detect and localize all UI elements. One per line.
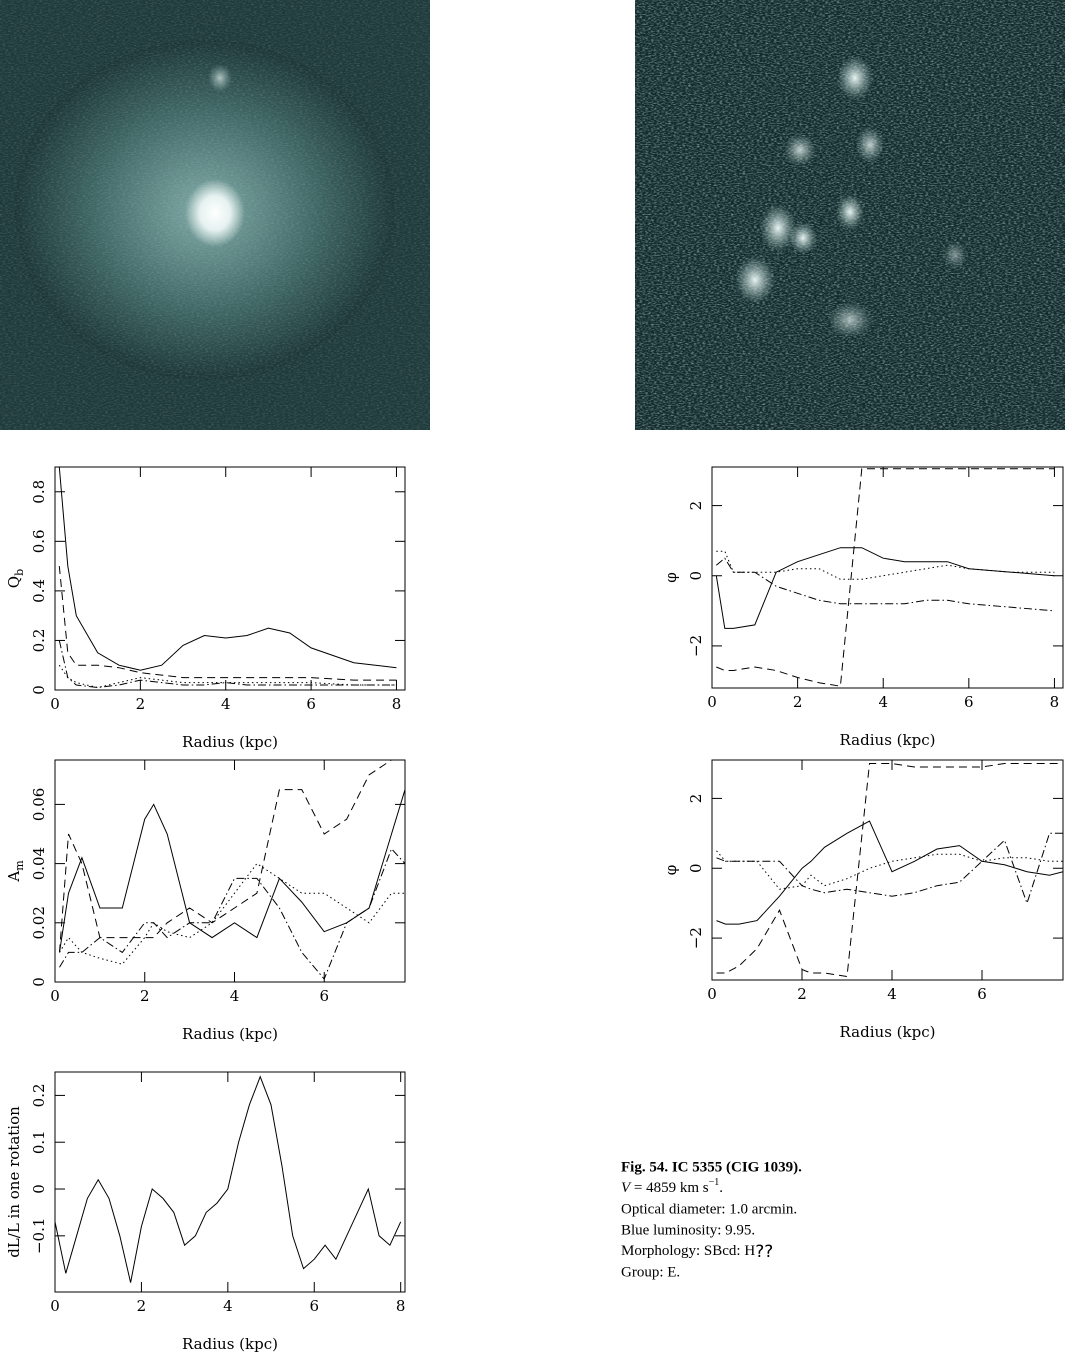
x-tick-label: 4 bbox=[878, 693, 888, 711]
data-line bbox=[58, 640, 397, 689]
y-axis-label: dL/L in one rotation bbox=[5, 1106, 23, 1258]
y-tick-label: 0 bbox=[687, 863, 705, 873]
data-line bbox=[59, 847, 405, 980]
x-tick-label: 6 bbox=[964, 693, 974, 711]
y-tick-label: 0.06 bbox=[30, 788, 48, 821]
x-tick-label: 0 bbox=[707, 693, 717, 711]
caption-line: Blue luminosity: 9.95. bbox=[621, 1222, 755, 1238]
y-tick-label: 0.4 bbox=[30, 579, 48, 603]
y-tick-label: 0.8 bbox=[30, 480, 48, 504]
y-tick-label: 0 bbox=[30, 1184, 48, 1194]
data-line bbox=[716, 820, 1063, 925]
data-line bbox=[55, 1075, 402, 1283]
y-tick-label: 0 bbox=[30, 685, 48, 695]
y-tick-label: 0.02 bbox=[30, 906, 48, 939]
y-tick-label: −0.1 bbox=[30, 1218, 48, 1254]
x-tick-label: 2 bbox=[140, 987, 150, 1005]
data-line bbox=[716, 850, 1063, 890]
axes-frame bbox=[711, 466, 1064, 689]
y-tick-label: 0 bbox=[687, 571, 705, 581]
x-axis-label: Radius (kpc) bbox=[182, 1335, 278, 1353]
axes-frame bbox=[54, 759, 406, 983]
y-tick-label: 0.1 bbox=[30, 1130, 48, 1154]
x-tick-label: 6 bbox=[309, 1297, 319, 1315]
plot: 0 2 4 6 8 0 0.2 0.4 0.6 0.8 Radius (kpc) Qb bbox=[5, 466, 406, 751]
x-tick-label: 4 bbox=[221, 695, 231, 713]
axes-frame bbox=[54, 1071, 406, 1293]
y-axis-label: φ bbox=[662, 572, 680, 583]
plot: 0 2 4 6 8 −0.1 0 0.1 0.2 Radius (kpc) dL/L in one … bbox=[5, 1071, 406, 1353]
x-tick-label: 0 bbox=[50, 695, 60, 713]
residual-image bbox=[635, 0, 1065, 430]
galaxy-image bbox=[0, 0, 430, 430]
plot: 0 2 4 6 8 −2 0 2 Radius (kpc) φ bbox=[662, 466, 1064, 749]
y-tick-label: −2 bbox=[687, 635, 705, 657]
axes-frame bbox=[54, 466, 406, 691]
x-tick-label: 6 bbox=[319, 987, 329, 1005]
data-line bbox=[715, 547, 1055, 629]
y-tick-label: 0.04 bbox=[30, 847, 48, 880]
data-line bbox=[716, 832, 1063, 905]
data-line bbox=[716, 550, 1055, 580]
plot: 0 2 4 6 −2 0 2 Radius (kpc) φ bbox=[662, 759, 1064, 1041]
y-axis-label: Am bbox=[5, 860, 26, 883]
y-tick-label: 0 bbox=[30, 977, 48, 987]
data-line bbox=[59, 862, 405, 965]
x-axis-label: Radius (kpc) bbox=[840, 731, 936, 749]
y-axis-label: φ bbox=[662, 865, 680, 876]
data-line bbox=[716, 763, 1063, 978]
x-tick-label: 4 bbox=[230, 987, 240, 1005]
plot: 0 2 4 6 0 0.02 0.04 0.06 Radius (kpc) Am bbox=[5, 759, 406, 1043]
y-tick-label: 0.2 bbox=[30, 629, 48, 653]
data-line bbox=[59, 789, 405, 953]
caption-velocity: V = 4859 km s−1. bbox=[621, 1177, 723, 1196]
x-axis-label: Radius (kpc) bbox=[182, 733, 278, 751]
axes-frame bbox=[711, 759, 1064, 981]
data-line bbox=[59, 760, 405, 953]
y-tick-label: 0.2 bbox=[30, 1083, 48, 1107]
data-line bbox=[58, 566, 397, 681]
x-axis-label: Radius (kpc) bbox=[840, 1023, 936, 1041]
x-tick-label: 0 bbox=[50, 1297, 60, 1315]
x-tick-label: 2 bbox=[797, 985, 807, 1003]
x-tick-label: 6 bbox=[306, 695, 316, 713]
data-line bbox=[715, 557, 1055, 612]
y-tick-label: 0.6 bbox=[30, 529, 48, 553]
x-tick-label: 2 bbox=[793, 693, 803, 711]
data-line bbox=[58, 664, 397, 689]
x-tick-label: 4 bbox=[887, 985, 897, 1003]
caption-line: Morphology: SBcd: H?? bbox=[621, 1242, 773, 1262]
x-axis-label: Radius (kpc) bbox=[182, 1025, 278, 1043]
data-line bbox=[716, 468, 1055, 687]
x-tick-label: 8 bbox=[392, 695, 402, 713]
x-tick-label: 2 bbox=[136, 695, 146, 713]
y-tick-label: 2 bbox=[687, 501, 705, 511]
caption-title: Fig. 54. IC 5355 (CIG 1039). bbox=[621, 1159, 802, 1175]
y-tick-label: 2 bbox=[687, 794, 705, 804]
x-tick-label: 0 bbox=[707, 985, 717, 1003]
x-tick-label: 2 bbox=[137, 1297, 147, 1315]
caption-line: Group: E. bbox=[621, 1264, 680, 1280]
x-tick-label: 8 bbox=[396, 1297, 406, 1315]
caption-line: Optical diameter: 1.0 arcmin. bbox=[621, 1201, 797, 1217]
y-tick-label: −2 bbox=[687, 927, 705, 949]
x-tick-label: 0 bbox=[50, 987, 60, 1005]
x-tick-label: 4 bbox=[223, 1297, 233, 1315]
data-line bbox=[58, 467, 397, 671]
caption: Fig. 54. IC 5355 (CIG 1039). V = 4859 km… bbox=[621, 1159, 802, 1280]
x-tick-label: 6 bbox=[977, 985, 987, 1003]
y-axis-label: Qb bbox=[5, 569, 26, 588]
x-tick-label: 8 bbox=[1050, 693, 1060, 711]
